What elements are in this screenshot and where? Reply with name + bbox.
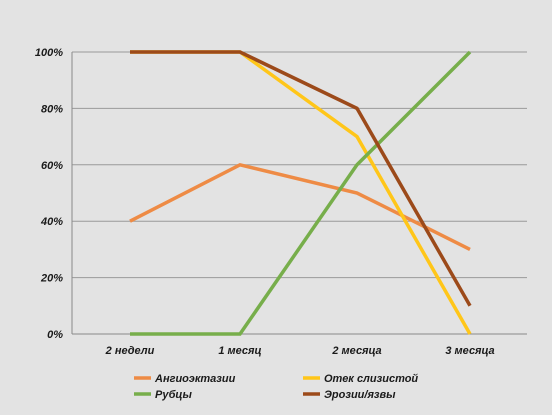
y-tick-label: 80%: [41, 103, 63, 115]
legend-label: Эрозии/язвы: [324, 389, 396, 401]
y-tick-label: 20%: [40, 273, 63, 285]
legend-entry: Ангиоэктазии: [134, 373, 236, 385]
x-tick-label: 1 месяц: [218, 345, 261, 357]
series-line-1: [130, 50, 472, 335]
x-tick-label: 3 месяца: [445, 345, 494, 357]
series-line-2: [130, 50, 472, 336]
legend-entry: Рубцы: [134, 389, 193, 401]
series-lines: [129, 50, 472, 336]
legend-entry: Эрозии/язвы: [303, 389, 396, 401]
series-line-3: [130, 50, 472, 307]
series-line-0: [129, 162, 471, 251]
y-tick-label: 100%: [35, 47, 63, 59]
y-tick-label: 40%: [40, 216, 63, 228]
legend-label: Отек слизистой: [324, 373, 418, 385]
x-tick-label: 2 месяца: [331, 345, 381, 357]
legend-label: Ангиоэктазии: [154, 373, 236, 385]
y-axis-tick-labels: 0% 20% 40% 60% 80% 100%: [35, 47, 63, 341]
y-tick-label: 0%: [47, 329, 63, 341]
legend-entry: Отек слизистой: [303, 373, 418, 385]
legend: Ангиоэктазии Отек слизистой Рубцы Эрозии/яз…: [134, 373, 418, 401]
x-tick-label: 2 недели: [105, 345, 155, 357]
legend-label: Рубцы: [155, 389, 193, 401]
x-axis-tick-labels: 2 недели 1 месяц 2 месяца 3 месяца: [105, 345, 495, 357]
y-tick-label: 60%: [41, 160, 63, 172]
